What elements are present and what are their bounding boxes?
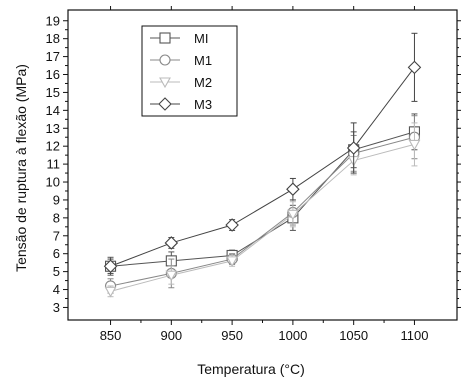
- x-tick-label: 1000: [278, 328, 307, 343]
- series-M2: [104, 122, 421, 298]
- data-point: [104, 286, 117, 298]
- y-tick-label: 13: [46, 121, 60, 136]
- series-line: [110, 136, 415, 287]
- legend-marker: [159, 32, 171, 44]
- series-line: [110, 143, 415, 292]
- data-point: [103, 259, 118, 274]
- y-tick-label: 8: [53, 210, 60, 225]
- y-tick-label: 18: [46, 31, 60, 46]
- data-point: [346, 141, 361, 155]
- x-axis-label: Temperatura (°C): [197, 361, 305, 377]
- y-tick-label: 11: [47, 157, 61, 172]
- y-tick-label: 4: [53, 282, 60, 297]
- series-line: [110, 131, 415, 267]
- legend-label: M1: [194, 53, 212, 68]
- legend-item-MI: MI: [150, 31, 208, 46]
- data-point: [164, 236, 179, 250]
- y-tick-label: 7: [53, 228, 60, 243]
- y-tick-label: 16: [46, 67, 60, 82]
- x-tick-label: 1050: [339, 328, 368, 343]
- y-tick-label: 9: [53, 192, 60, 207]
- series-MI: [104, 113, 421, 276]
- data-point: [407, 60, 422, 75]
- data-point: [165, 270, 178, 282]
- x-tick-label: 850: [100, 328, 122, 343]
- y-tick-label: 14: [46, 103, 60, 118]
- legend-marker: [158, 97, 172, 111]
- x-tick-label: 900: [160, 328, 182, 343]
- data-point: [286, 182, 300, 196]
- legend-item-M3: M3: [150, 97, 212, 112]
- data-point: [408, 139, 421, 151]
- legend-item-M1: M1: [150, 53, 212, 68]
- legend-label: M2: [194, 75, 212, 90]
- plot-frame: [67, 9, 458, 321]
- y-tick-label: 19: [46, 13, 60, 28]
- y-tick-label: 3: [53, 300, 60, 315]
- y-tick-label: 15: [46, 85, 60, 100]
- data-point: [226, 256, 239, 267]
- y-tick-label: 6: [53, 246, 60, 261]
- series-line: [110, 67, 415, 267]
- legend-marker: [159, 77, 171, 89]
- legend-item-M2: M2: [150, 75, 212, 90]
- y-tick-label: 5: [53, 264, 60, 279]
- series-M1: [104, 115, 421, 294]
- x-tick-label: 950: [221, 328, 243, 343]
- data-point: [225, 218, 239, 232]
- legend-label: M3: [194, 97, 212, 112]
- legend-label: MI: [194, 31, 208, 46]
- legend-box: [141, 25, 238, 117]
- y-tick-label: 10: [46, 175, 60, 190]
- x-tick-label: 1100: [400, 328, 428, 343]
- y-axis-label: Tensão de ruptura à flexão (MPa): [13, 64, 29, 272]
- y-tick-label: 12: [46, 139, 60, 154]
- y-tick-label: 17: [46, 49, 60, 64]
- series-M3: [103, 32, 422, 274]
- legend-marker: [159, 54, 171, 66]
- data-point: [286, 209, 299, 221]
